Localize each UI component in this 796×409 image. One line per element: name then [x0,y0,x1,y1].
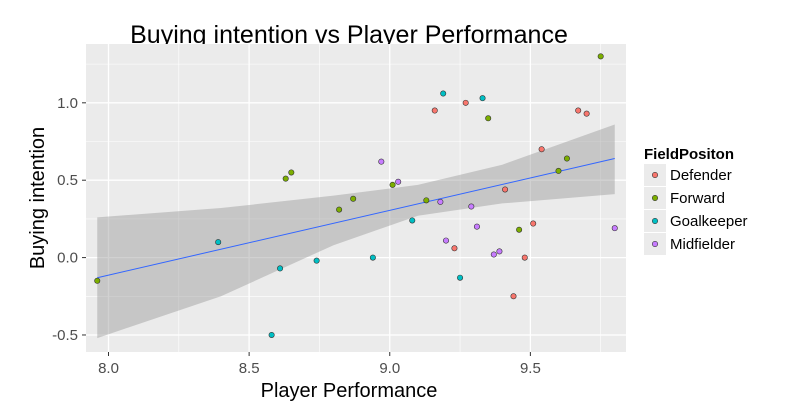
confidence-band-layer [97,124,615,339]
legend-swatch [651,218,658,225]
data-point [462,99,469,106]
legend-item-goalkeeper: Goalkeeper [644,210,748,232]
data-point [485,115,492,122]
legend-items: Defender Forward Goalkeeper Midfielder [644,164,748,255]
data-point [468,203,475,210]
legend-item-midfielder: Midfielder [644,233,735,255]
data-point [423,197,430,204]
x-axis: 8.0 8.5 9.0 9.5 [98,352,541,377]
legend-label: Forward [670,190,725,207]
x-tick-label: 9.0 [379,360,400,377]
legend-item-defender: Defender [644,164,732,186]
data-point [490,251,497,258]
data-point [369,254,376,261]
legend-swatch [651,241,658,248]
x-axis-title: Player Performance [261,380,438,402]
data-point [431,107,438,114]
data-point [313,257,320,264]
y-axis: -0.5 0.0 0.5 1.0 [52,95,86,344]
confidence-band [97,124,615,339]
series-defender [431,99,590,300]
y-tick-label: 1.0 [57,95,78,112]
data-point [437,198,444,205]
data-point [395,178,402,185]
legend-item-forward: Forward [644,187,725,209]
data-point [440,90,447,97]
y-tick-label: -0.5 [52,327,78,344]
y-axis-title: Buying intention [27,127,49,269]
data-point [389,181,396,188]
data-point [575,107,582,114]
fit-line-layer [97,158,615,279]
data-point [451,245,458,252]
legend-label: Goalkeeper [670,213,748,230]
grid-layer [86,44,626,352]
data-point [563,155,570,162]
data-point [378,158,385,165]
data-point [555,167,562,174]
legend-swatch [651,172,658,179]
legend-label: Defender [670,167,732,184]
data-point [457,274,464,281]
data-point [510,293,517,300]
data-point [336,206,343,213]
data-point [288,169,295,176]
data-point [516,226,523,233]
x-tick-label: 8.5 [239,360,260,377]
data-point [94,277,101,284]
points-layer [94,53,618,338]
x-tick-label: 8.0 [98,360,119,377]
data-point [521,254,528,261]
data-point [502,186,509,193]
y-tick-label: 0.5 [57,172,78,189]
data-point [538,146,545,153]
data-point [583,110,590,117]
series-midfielder [378,158,618,258]
y-tick-label: 0.0 [57,250,78,267]
data-point [611,225,618,232]
data-point [473,223,480,230]
series-forward [94,53,604,284]
data-point [530,220,537,227]
data-point [496,248,503,255]
legend: FieldPositon Defender Forward Goalkeeper Mi… [644,146,748,255]
series-goalkeeper [215,90,486,338]
data-point [479,95,486,102]
data-point [282,175,289,182]
data-point [597,53,604,60]
legend-label: Midfielder [670,236,735,253]
legend-swatch [651,195,658,202]
data-point [409,217,416,224]
data-point [350,195,357,202]
legend-title: FieldPositon [644,146,734,163]
fit-line [97,158,615,279]
data-point [277,265,284,272]
data-point [442,237,449,244]
data-point [268,331,275,338]
x-tick-label: 9.5 [520,360,541,377]
data-point [215,239,222,246]
